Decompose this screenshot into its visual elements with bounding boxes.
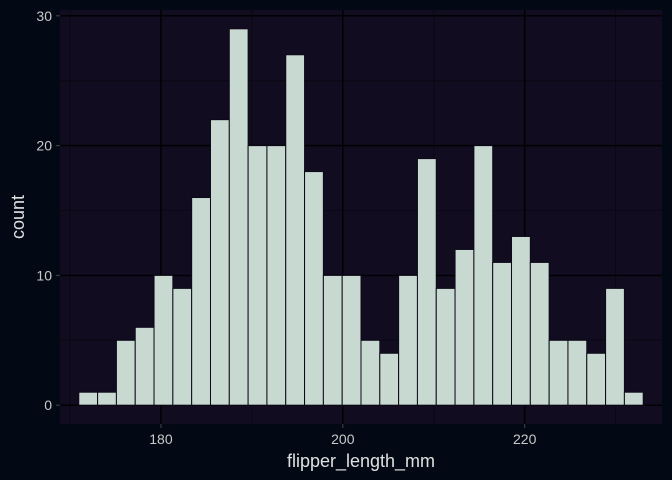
histogram-bar: [416, 158, 437, 406]
histogram-bar: [97, 391, 117, 406]
histogram-bar: [247, 145, 268, 406]
histogram-bar: [567, 339, 588, 406]
histogram-bar: [285, 54, 306, 406]
histogram-bar: [115, 339, 136, 406]
histogram-bar: [379, 352, 400, 406]
histogram-bar: [209, 119, 230, 406]
histogram-bars: [78, 28, 644, 406]
x-tick-label: 180: [149, 431, 173, 447]
x-tick-label: 200: [331, 431, 355, 447]
x-axis-title: flipper_length_mm: [287, 451, 435, 472]
x-axis-ticks: 180 200 220: [149, 424, 537, 447]
y-tick-label: 0: [44, 397, 52, 413]
histogram-bar: [623, 391, 644, 406]
histogram-bar: [586, 352, 607, 406]
y-tick-label: 10: [36, 267, 52, 283]
histogram-bar: [511, 235, 531, 406]
histogram-bar: [134, 326, 155, 406]
histogram-bar: [435, 287, 456, 406]
histogram-bar: [78, 391, 99, 406]
histogram-bar: [191, 197, 211, 406]
histogram-bar: [605, 287, 625, 406]
y-tick-label: 30: [36, 8, 52, 24]
histogram-bar: [360, 339, 381, 406]
histogram-bar: [266, 145, 287, 406]
histogram-bar: [228, 28, 249, 406]
histogram-bar: [322, 274, 343, 406]
histogram-bar: [454, 248, 475, 406]
y-axis-title: count: [8, 195, 28, 239]
histogram-bar: [304, 171, 324, 406]
histogram-bar: [398, 274, 418, 406]
histogram-bar: [153, 274, 174, 406]
histogram-bar: [473, 145, 494, 406]
histogram-bar: [341, 274, 362, 406]
histogram-bar: [548, 339, 569, 406]
x-tick-label: 220: [513, 431, 537, 447]
histogram-bar: [172, 287, 193, 406]
histogram-bar: [492, 261, 513, 406]
histogram-bar: [529, 261, 550, 406]
y-axis-ticks: 0 10 20 30: [36, 8, 60, 413]
y-tick-label: 20: [36, 138, 52, 154]
